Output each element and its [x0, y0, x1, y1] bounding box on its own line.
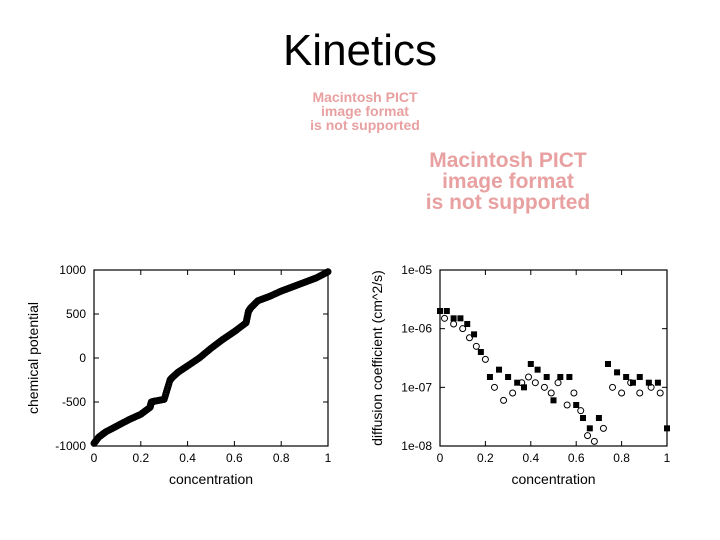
data-point — [554, 379, 562, 387]
data-point — [531, 379, 539, 387]
data-point — [566, 374, 573, 381]
plot-frame — [439, 269, 668, 447]
data-point — [540, 383, 548, 391]
data-point — [636, 389, 644, 397]
data-point — [520, 384, 527, 391]
data-point — [557, 374, 564, 381]
x-tick-label: 1 — [664, 451, 671, 465]
data-point — [481, 355, 489, 363]
x-axis-label: concentration — [511, 471, 595, 487]
y-tick-label: -1000 — [55, 439, 86, 453]
data-point — [527, 360, 534, 367]
pict-line: is not supported — [310, 117, 420, 133]
data-point — [457, 315, 464, 322]
y-tick-label: 0 — [79, 351, 86, 365]
data-point — [618, 389, 626, 397]
y-tick-label: 1000 — [59, 263, 86, 277]
data-point — [509, 389, 517, 397]
data-point — [577, 407, 585, 415]
pict-line: is not supported — [425, 191, 591, 214]
data-point — [550, 397, 557, 404]
data-point — [525, 373, 533, 381]
x-tick-label: 0.4 — [179, 451, 196, 465]
data-point — [570, 389, 578, 397]
data-point — [645, 379, 652, 386]
y-tick-label: -500 — [62, 395, 86, 409]
data-point — [573, 401, 580, 408]
data-point — [580, 415, 587, 422]
x-tick-label: 0.2 — [477, 451, 494, 465]
data-point — [466, 334, 474, 342]
pict-placeholder-small: Macintosh PICT image format is not suppo… — [270, 90, 460, 132]
data-point — [518, 379, 526, 387]
y-tick-label: 500 — [66, 307, 86, 321]
x-tick-label: 0.6 — [226, 451, 243, 465]
data-point — [450, 315, 457, 322]
data-point — [595, 415, 602, 422]
x-tick-label: 0 — [91, 451, 98, 465]
data-point — [599, 424, 607, 432]
data-point — [547, 389, 555, 397]
data-point — [614, 369, 621, 376]
data-point — [514, 379, 521, 386]
pict-line: image format — [442, 170, 574, 193]
data-point — [604, 360, 611, 367]
x-tick-label: 0.4 — [522, 451, 539, 465]
pict-line: Macintosh PICT — [429, 149, 587, 172]
x-tick-label: 0.2 — [132, 451, 149, 465]
y-axis-label: chemical potential — [25, 302, 41, 414]
data-point — [656, 389, 664, 397]
data-point — [609, 383, 617, 391]
data-point — [563, 401, 571, 409]
pict-line: Macintosh PICT — [312, 89, 418, 105]
data-point — [654, 379, 661, 386]
y-tick-label: 1e-05 — [401, 263, 432, 277]
slide-title: Kinetics — [282, 26, 438, 75]
data-point — [543, 374, 550, 381]
x-axis-label: concentration — [169, 471, 253, 487]
y-axis-label: diffusion coefficient (cm^2/s) — [369, 270, 385, 446]
x-tick-label: 0.6 — [568, 451, 585, 465]
data-point — [477, 349, 484, 356]
data-point — [664, 425, 670, 432]
data-point — [627, 379, 635, 387]
data-point — [629, 379, 636, 386]
data-point — [586, 425, 593, 432]
data-point — [459, 325, 467, 333]
data-point — [505, 374, 512, 381]
data-point — [464, 321, 471, 328]
y-tick-label: 1e-08 — [401, 439, 432, 453]
data-point — [623, 374, 630, 381]
data-point — [534, 366, 541, 373]
data-point — [441, 314, 449, 322]
data-point — [450, 320, 458, 328]
y-tick-label: 1e-06 — [401, 322, 432, 336]
data-point — [636, 374, 643, 381]
pict-line: image format — [321, 103, 409, 119]
data-point — [647, 383, 655, 391]
pict-placeholder-large: Macintosh PICT image format is not suppo… — [358, 150, 658, 213]
data-point — [490, 383, 498, 391]
x-tick-label: 0.8 — [273, 451, 290, 465]
data-point — [500, 396, 508, 404]
y-tick-label: 1e-07 — [401, 380, 432, 394]
data-point — [324, 268, 332, 276]
x-tick-label: 0 — [437, 451, 444, 465]
x-tick-label: 0.8 — [613, 451, 630, 465]
data-point — [590, 437, 598, 445]
x-tick-label: 1 — [325, 451, 332, 465]
data-point — [471, 331, 478, 338]
data-point — [584, 432, 592, 440]
data-point — [443, 308, 450, 315]
data-point — [437, 308, 443, 315]
data-point — [496, 366, 503, 373]
data-point — [472, 342, 480, 350]
data-point — [486, 374, 493, 381]
